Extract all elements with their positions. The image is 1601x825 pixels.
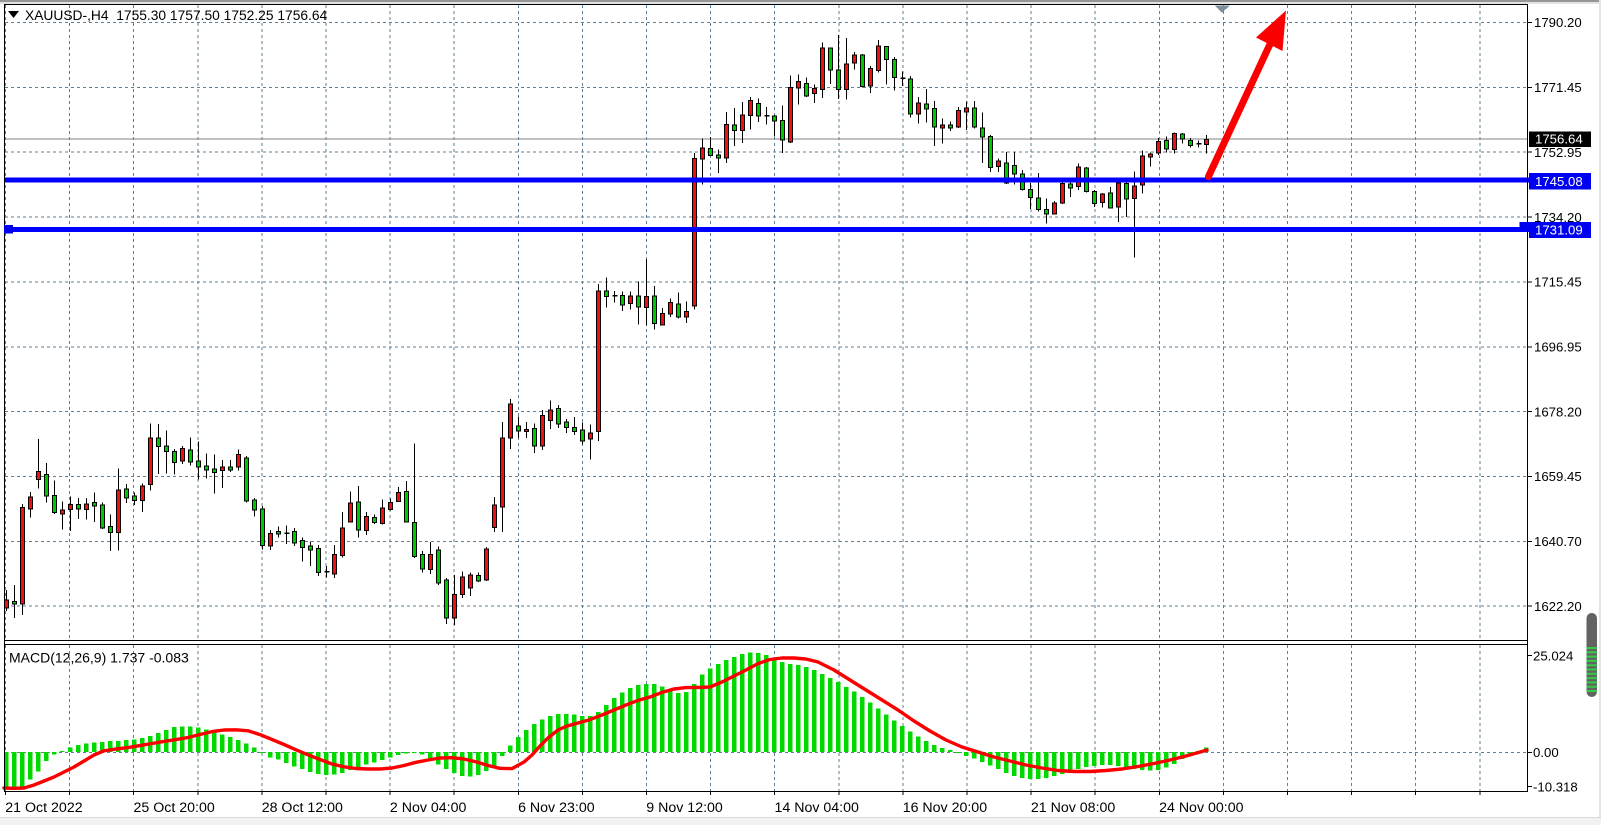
svg-text:2 Nov 04:00: 2 Nov 04:00: [390, 800, 467, 816]
svg-text:1622.20: 1622.20: [1534, 599, 1582, 614]
svg-text:1696.95: 1696.95: [1534, 340, 1582, 355]
svg-text:XAUUSD-,H4 1755.30 1757.50 17: XAUUSD-,H4 1755.30 1757.50 1752.25 1756.…: [25, 8, 328, 23]
svg-text:-10.318: -10.318: [1533, 780, 1578, 795]
svg-text:1771.45: 1771.45: [1534, 80, 1582, 95]
svg-text:1790.20: 1790.20: [1534, 15, 1582, 30]
svg-text:1756.64: 1756.64: [1535, 132, 1583, 147]
svg-text:0.00: 0.00: [1533, 745, 1559, 760]
svg-text:25 Oct 20:00: 25 Oct 20:00: [134, 800, 215, 816]
svg-text:1731.09: 1731.09: [1535, 223, 1583, 238]
svg-text:MACD(12,26,9) 1.737 -0.083: MACD(12,26,9) 1.737 -0.083: [9, 650, 189, 666]
svg-text:21 Oct 2022: 21 Oct 2022: [5, 800, 82, 816]
svg-text:21 Nov 08:00: 21 Nov 08:00: [1031, 800, 1116, 816]
svg-text:1734.20: 1734.20: [1534, 210, 1582, 225]
svg-text:1640.70: 1640.70: [1534, 534, 1582, 549]
svg-text:1678.20: 1678.20: [1534, 404, 1582, 419]
svg-text:16 Nov 20:00: 16 Nov 20:00: [903, 800, 988, 816]
svg-text:24 Nov 00:00: 24 Nov 00:00: [1159, 800, 1244, 816]
svg-text:1659.45: 1659.45: [1534, 469, 1582, 484]
svg-text:25.024: 25.024: [1533, 649, 1573, 664]
svg-text:6 Nov 23:00: 6 Nov 23:00: [518, 800, 595, 816]
svg-text:9 Nov 12:00: 9 Nov 12:00: [646, 800, 723, 816]
svg-text:14 Nov 04:00: 14 Nov 04:00: [775, 800, 860, 816]
svg-text:1745.08: 1745.08: [1535, 174, 1583, 189]
svg-text:28 Oct 12:00: 28 Oct 12:00: [262, 800, 343, 816]
svg-text:1752.95: 1752.95: [1534, 145, 1582, 160]
svg-text:1715.45: 1715.45: [1534, 275, 1582, 290]
